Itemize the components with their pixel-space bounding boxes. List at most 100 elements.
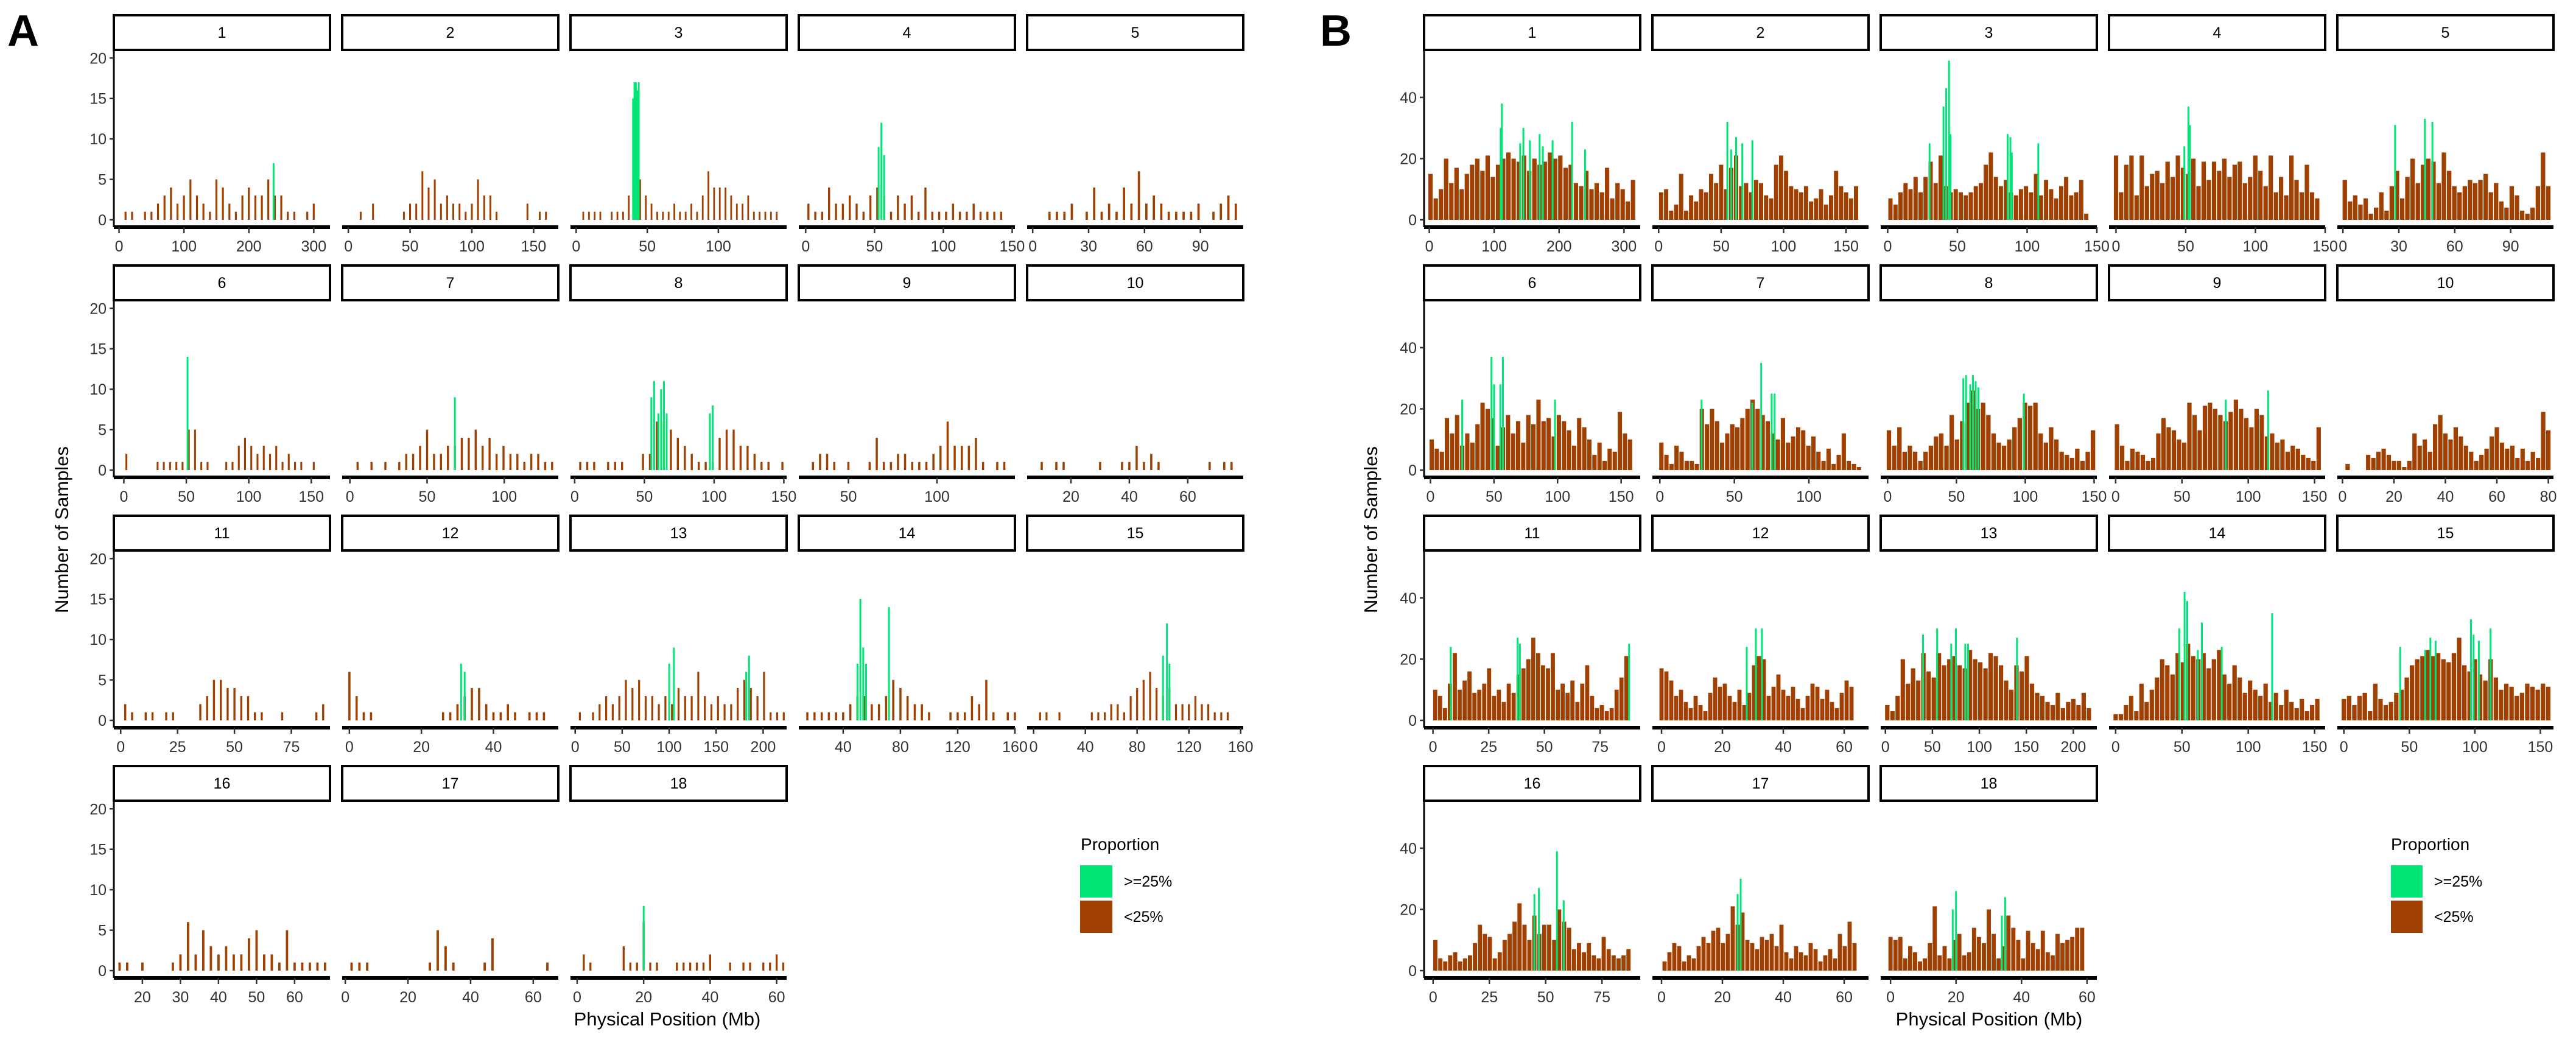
bar-low [938, 211, 941, 220]
bar-low [124, 211, 127, 220]
bar-low [1701, 937, 1706, 971]
facet-strip-label: 12 [1752, 525, 1769, 542]
x-tick-label: 0 [2339, 238, 2347, 255]
bar-low [141, 962, 144, 971]
bar-low [1667, 952, 1672, 971]
bar-low [2515, 457, 2520, 470]
bar-low [499, 712, 502, 720]
bar-low [1694, 201, 1699, 220]
bar-low [2012, 427, 2017, 470]
bar-low [1070, 203, 1073, 220]
bar-low [1450, 433, 1455, 470]
bar-low [269, 454, 272, 470]
bar-low [1587, 439, 1592, 470]
facet-strip-label: 17 [1752, 775, 1769, 792]
bar-low [1006, 712, 1009, 720]
bar-low [2342, 180, 2347, 220]
bar-low [2024, 186, 2029, 220]
bar-low [821, 211, 824, 220]
bar-low [2130, 448, 2135, 470]
bar-low [1577, 943, 1581, 971]
x-tick-label: 100 [1796, 488, 1822, 505]
bar-low [2211, 659, 2216, 720]
bar-low [842, 712, 844, 720]
bar-low [495, 454, 498, 470]
bar-high [637, 82, 640, 220]
bar-low [753, 211, 755, 220]
bar-low [1672, 943, 1677, 971]
bar-low [261, 712, 263, 720]
bar-low [2208, 402, 2213, 470]
bar-low [664, 696, 667, 720]
bar-low [2113, 714, 2118, 720]
bar-high [2220, 647, 2223, 720]
y-tick-label: 0 [98, 712, 107, 729]
bar-low [509, 454, 512, 470]
bar-low [496, 211, 497, 220]
bar-low [2071, 698, 2076, 720]
bar-low [1136, 687, 1139, 720]
bar-low [2426, 158, 2430, 220]
bar-low [545, 211, 547, 220]
bar-high [1162, 655, 1164, 720]
bar-low [1732, 701, 1737, 720]
bar-low [199, 704, 202, 720]
bar-low [690, 696, 693, 720]
bar-low [1674, 204, 1679, 220]
facet-strip [2336, 515, 2555, 552]
bar-low [183, 195, 185, 220]
bar-low [234, 211, 237, 220]
bar-low [1153, 195, 1155, 220]
bar-low [456, 704, 459, 720]
bar-low [2034, 174, 2038, 220]
bar-low [544, 462, 547, 470]
bar-high [1951, 909, 1954, 971]
x-tick-label: 20 [1948, 989, 1965, 1006]
bar-low [2181, 442, 2187, 470]
bar-low [1568, 164, 1573, 220]
bar-low [306, 211, 309, 220]
bar-low [526, 203, 528, 220]
bar-low [1903, 958, 1907, 971]
facet-strip [1026, 515, 1244, 552]
bar-low [931, 211, 933, 220]
x-tick-label: 0 [115, 238, 124, 255]
bar-low [359, 211, 362, 220]
bar-low [452, 203, 454, 220]
bar-low [967, 446, 970, 470]
bar-high [186, 357, 189, 470]
bar-low [806, 712, 809, 720]
bar-low [2248, 177, 2253, 220]
bar-low [1771, 433, 1775, 470]
facet-strip [569, 14, 788, 51]
facet-chr-12: 120 20 40 60 [1651, 515, 1870, 756]
x-tick-label: 50 [1536, 739, 1553, 756]
bar-low [578, 712, 581, 720]
bar-low [1778, 155, 1783, 220]
bar-low [1766, 695, 1771, 720]
bar-low [1745, 940, 1750, 971]
bar-low [1844, 680, 1849, 720]
bar-low [287, 211, 289, 220]
bar-low [658, 704, 660, 720]
bar-low [2379, 192, 2384, 220]
facet-strip [1651, 264, 1870, 301]
bar-low [662, 211, 664, 220]
x-tick-label: 20 [1714, 989, 1731, 1006]
bar-low [1923, 958, 1928, 971]
bar-high [1562, 900, 1565, 971]
bar-low [1526, 659, 1531, 720]
bar-low [742, 962, 745, 971]
bar-low [1694, 463, 1699, 470]
x-tick-label: 60 [2079, 989, 2096, 1006]
facet-strip-label: 6 [1528, 275, 1537, 292]
bar-low [1906, 683, 1911, 720]
bar-low [1808, 943, 1813, 971]
bar-low [1735, 427, 1740, 470]
facet-strip-label: 12 [442, 525, 459, 542]
bar-low [776, 211, 778, 220]
bar-low [2405, 177, 2410, 220]
bar-low [2166, 427, 2171, 470]
bar-low [2160, 183, 2165, 220]
bar-low [412, 454, 415, 470]
